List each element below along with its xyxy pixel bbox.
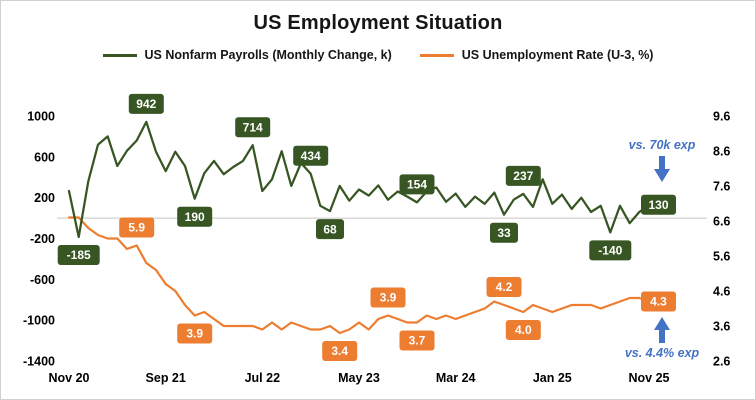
data-label-box (641, 194, 676, 215)
data-label-text: 190 (185, 210, 205, 224)
data-label-text: 130 (648, 198, 668, 212)
data-label-box (128, 93, 164, 114)
left-axis-tick-label: 200 (34, 191, 55, 205)
x-axis-tick-label: Nov 20 (49, 371, 90, 385)
data-label-box (490, 222, 518, 243)
data-label-text: 3.9 (380, 291, 397, 305)
annotation-payrolls-text: vs. 70k exp (628, 138, 696, 152)
data-label-text: 5.9 (128, 221, 145, 235)
right-axis-tick-label: 4.6 (713, 285, 730, 299)
left-axis-tick-label: -600 (30, 273, 55, 287)
right-axis-tick-label: 7.6 (713, 180, 730, 194)
unemployment-line-swatch (419, 53, 454, 57)
right-axis-tick-label: 2.6 (713, 355, 730, 369)
data-label-text: 434 (301, 149, 321, 163)
left-axis-tick-label: -1000 (23, 314, 55, 328)
payrolls-line-swatch (102, 53, 137, 57)
right-axis-tick-label: 5.6 (713, 250, 730, 264)
data-label-text: 942 (136, 97, 156, 111)
annotation-unemployment-text: vs. 4.4% exp (624, 346, 700, 360)
left-axis-tick-label: 1000 (27, 110, 55, 124)
data-label-text: 237 (513, 169, 533, 183)
data-label-box (589, 240, 632, 261)
chart-title: US Employment Situation (253, 12, 503, 34)
right-axis-tick-label: 6.6 (713, 215, 730, 229)
left-axis-tick-label: -1400 (23, 355, 55, 369)
x-axis-tick-label: Jul 22 (245, 371, 280, 385)
data-label-box (399, 330, 435, 351)
x-axis-tick-label: Jan 25 (533, 371, 572, 385)
data-label-box (57, 245, 100, 265)
x-axis-tick-label: Nov 25 (629, 371, 670, 385)
data-label-box (505, 320, 541, 340)
legend: US Nonfarm Payrolls (Monthly Change, k) … (1, 48, 755, 62)
legend-item-payrolls: US Nonfarm Payrolls (Monthly Change, k) (102, 48, 392, 62)
data-label-text: 4.2 (496, 280, 513, 294)
x-axis-tick-label: May 23 (338, 371, 380, 385)
data-label-text: 4.0 (515, 323, 532, 337)
x-axis-tick-label: Mar 24 (436, 371, 476, 385)
data-label-box (316, 219, 344, 240)
payrolls-line (67, 120, 651, 239)
legend-label-unemployment: US Unemployment Rate (U-3, %) (461, 48, 654, 62)
right-axis-tick-label: 9.6 (713, 110, 730, 124)
legend-label-payrolls: US Nonfarm Payrolls (Monthly Change, k) (144, 48, 392, 62)
data-label-box (399, 174, 435, 195)
data-label-text: 4.3 (650, 295, 667, 309)
data-label-text: 154 (407, 178, 427, 192)
data-label-box (370, 287, 406, 308)
x-axis-tick-label: Sep 21 (146, 371, 186, 385)
data-label-box (293, 145, 329, 166)
data-label-box (177, 323, 213, 344)
data-label-text: 3.4 (331, 344, 348, 358)
legend-item-unemployment: US Unemployment Rate (U-3, %) (419, 48, 654, 62)
up-arrow-icon (654, 317, 670, 343)
right-axis-tick-label: 3.6 (713, 320, 730, 334)
data-label-box (322, 341, 358, 361)
data-label-box (486, 277, 522, 297)
data-label-text: 714 (243, 120, 263, 134)
unemployment-line (67, 216, 651, 335)
right-axis-tick-label: 8.6 (713, 145, 730, 159)
data-label-box (177, 206, 213, 227)
down-arrow-icon (654, 156, 670, 182)
data-label-box (505, 165, 541, 186)
data-label-box (641, 291, 676, 312)
data-label-box (119, 217, 155, 238)
data-label-text: -185 (67, 248, 91, 262)
annotation-unemployment-expectation: vs. 4.4% exp (597, 313, 727, 360)
data-label-text: 3.7 (409, 334, 426, 348)
data-label-box (235, 117, 271, 138)
data-label-text: -140 (598, 244, 622, 258)
left-axis-tick-label: -200 (30, 232, 55, 246)
left-axis-tick-label: 600 (34, 150, 55, 164)
data-label-text: 33 (497, 226, 511, 240)
annotation-payrolls-expectation: vs. 70k exp (597, 138, 727, 185)
data-label-text: 68 (323, 222, 337, 236)
data-label-text: 3.9 (186, 327, 203, 341)
